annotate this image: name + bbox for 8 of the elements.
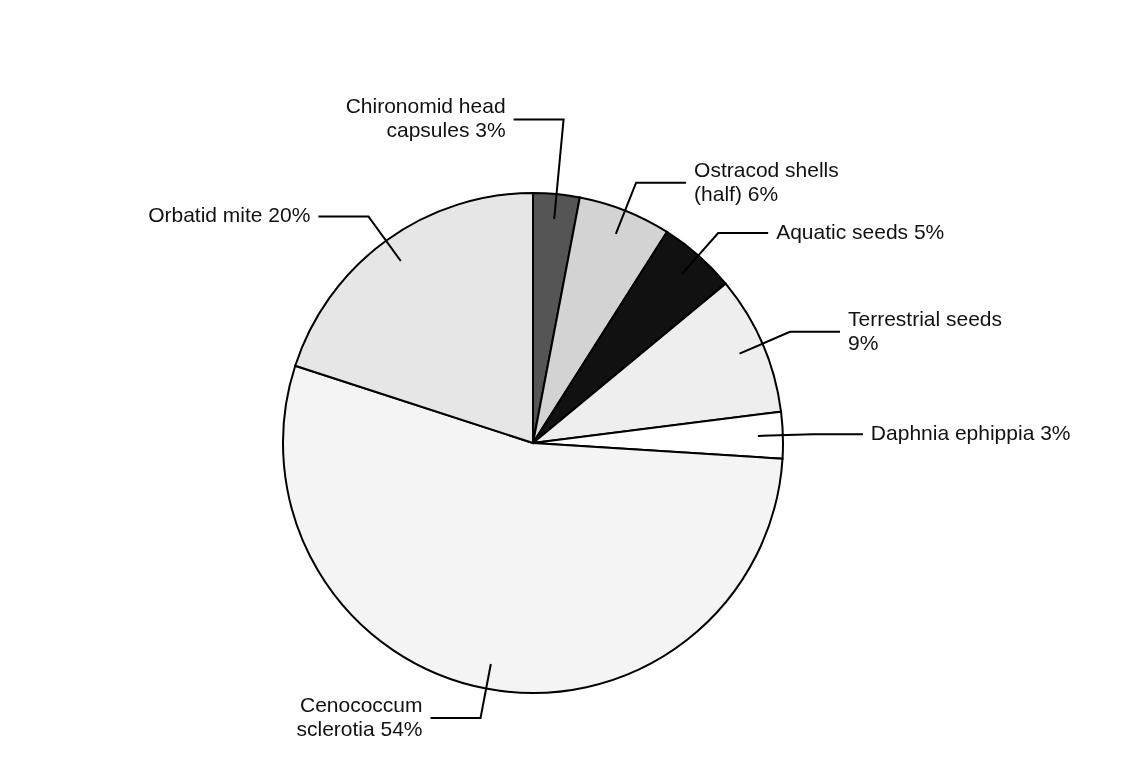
slice-label: Cenococcum sclerotia 54% [296,692,423,740]
slice-label: Ostracod shells (half) 6% [694,157,839,205]
slice-label: Aquatic seeds 5% [776,219,945,243]
slice-label: Daphnia ephippia 3% [870,420,1071,444]
slice-label: Chironomid head capsules 3% [345,93,506,141]
slice-label: Orbatid mite 20% [148,203,311,227]
data-label: 9% [847,330,879,354]
slice-label: Terrestrial seeds [847,306,1003,330]
